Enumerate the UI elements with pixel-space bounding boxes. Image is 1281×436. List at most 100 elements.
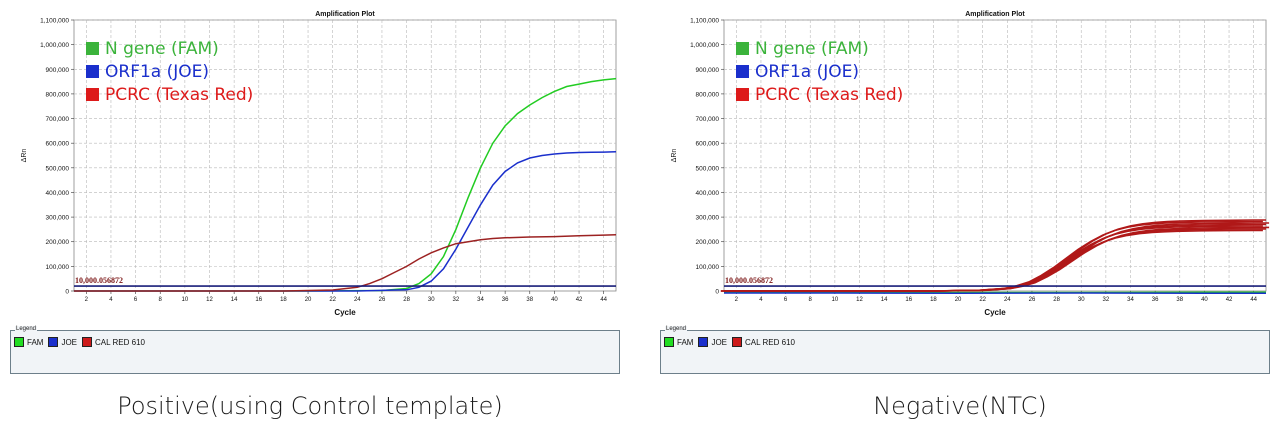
threshold-label: 10,000.056872: [75, 276, 123, 285]
legend-label-cal-red: CAL RED 610: [745, 337, 795, 347]
y-tick-label: 0: [65, 289, 69, 296]
annotation-label: PCRC (Texas Red): [105, 85, 253, 105]
x-tick-label: 12: [856, 297, 863, 303]
x-tick-label: 44: [1250, 297, 1257, 303]
y-tick-label: 800,000: [46, 91, 70, 98]
plot-area: [73, 19, 617, 292]
x-tick-label: 24: [354, 297, 361, 303]
joe-swatch-icon: [48, 337, 59, 347]
joe-swatch-icon: [698, 337, 709, 347]
x-tick-label: 34: [1127, 297, 1134, 303]
annotation-label: N gene (FAM): [755, 39, 869, 59]
y-tick-label: 1,000,000: [40, 42, 69, 49]
legend-item-fam[interactable]: FAM: [664, 337, 693, 347]
y-tick-label: 400,000: [696, 190, 720, 197]
annotation-label: ORF1a (JOE): [105, 62, 209, 82]
legend-box: Legend FAM JOE CAL RED 610: [660, 326, 1270, 374]
legend-label-joe: JOE: [61, 337, 78, 347]
x-tick-label: 10: [832, 297, 839, 303]
y-tick-label: 700,000: [696, 116, 720, 123]
fam-swatch-icon: [14, 337, 24, 347]
x-tick-label: 8: [159, 297, 163, 303]
x-tick-label: 44: [600, 297, 607, 303]
legend-item-fam[interactable]: FAM: [14, 337, 43, 347]
x-tick-label: 10: [182, 297, 189, 303]
legend-label-fam: FAM: [677, 337, 694, 347]
x-tick-label: 42: [576, 297, 583, 303]
x-tick-label: 18: [930, 297, 937, 303]
x-tick-label: 32: [453, 297, 460, 303]
x-tick-label: 18: [280, 297, 287, 303]
y-tick-label: 300,000: [46, 215, 70, 222]
annotation-label: PCRC (Texas Red): [755, 85, 903, 105]
x-tick-label: 28: [1053, 297, 1060, 303]
y-tick-label: 1,100,000: [40, 18, 69, 25]
annotation-label: N gene (FAM): [105, 39, 219, 59]
x-tick-label: 30: [428, 297, 435, 303]
x-tick-label: 24: [1004, 297, 1011, 303]
x-tick-label: 2: [735, 297, 739, 303]
x-tick-label: 28: [403, 297, 410, 303]
y-tick-label: 300,000: [696, 215, 720, 222]
x-axis-label: Cycle: [334, 308, 356, 317]
legend-box: Legend FAM JOE CAL RED 610: [10, 326, 620, 374]
annotation-swatch-icon: [736, 88, 749, 101]
series-line-cal-red-replicate: [724, 219, 1266, 292]
x-axis-label: Cycle: [984, 308, 1006, 317]
annotation-swatch-icon: [736, 42, 749, 55]
plot-area: [723, 19, 1267, 292]
y-tick-label: 600,000: [46, 141, 70, 148]
amplification-plot-positive: 0 100,000 200,000 300,000 400,000 500,000 600,…: [21, 11, 617, 317]
x-tick-label: 16: [255, 297, 262, 303]
y-tick-label: 800,000: [696, 91, 720, 98]
y-tick-label: 100,000: [696, 264, 720, 271]
y-tick-label: 500,000: [46, 165, 70, 172]
x-tick-label: 2: [85, 297, 89, 303]
fam-swatch-icon: [664, 337, 674, 347]
x-tick-label: 38: [1176, 297, 1183, 303]
legend-item-cal-red[interactable]: CAL RED 610: [732, 337, 795, 347]
y-tick-label: 100,000: [46, 264, 70, 271]
y-tick-label: 400,000: [46, 190, 70, 197]
x-tick-label: 20: [305, 297, 312, 303]
panel-caption-negative: Negative(NTC): [873, 392, 1047, 420]
x-tick-label: 14: [231, 297, 238, 303]
legend-item-joe[interactable]: JOE: [698, 337, 727, 347]
annotation-swatch-icon: [86, 88, 99, 101]
x-tick-label: 4: [109, 297, 113, 303]
legend-label-joe: JOE: [711, 337, 728, 347]
y-tick-label: 500,000: [696, 165, 720, 172]
x-tick-label: 22: [979, 297, 986, 303]
x-tick-label: 36: [502, 297, 509, 303]
x-tick-label: 20: [955, 297, 962, 303]
y-tick-label: 1,000,000: [690, 42, 719, 49]
y-tick-label: 200,000: [46, 239, 70, 246]
legend-item-joe[interactable]: JOE: [48, 337, 77, 347]
x-tick-label: 22: [329, 297, 336, 303]
x-tick-label: 32: [1103, 297, 1110, 303]
x-tick-label: 26: [379, 297, 386, 303]
y-tick-label: 700,000: [46, 116, 70, 123]
legend-label-fam: FAM: [27, 337, 44, 347]
x-tick-label: 40: [551, 297, 558, 303]
x-tick-label: 6: [134, 297, 138, 303]
y-tick-label: 200,000: [696, 239, 720, 246]
x-tick-label: 42: [1226, 297, 1233, 303]
legend-label-cal-red: CAL RED 610: [95, 337, 145, 347]
chart-title: Amplification Plot: [965, 11, 1025, 18]
y-tick-label: 900,000: [696, 67, 720, 74]
annotation-swatch-icon: [736, 65, 749, 78]
legend-item-cal-red[interactable]: CAL RED 610: [82, 337, 145, 347]
x-tick-label: 34: [477, 297, 484, 303]
y-tick-label: 600,000: [696, 141, 720, 148]
legend-items: FAM JOE CAL RED 610: [14, 337, 150, 347]
x-tick-label: 12: [206, 297, 213, 303]
annotation-swatch-icon: [86, 65, 99, 78]
x-tick-label: 14: [881, 297, 888, 303]
threshold-label: 10,000.056872: [725, 276, 773, 285]
y-tick-label: 900,000: [46, 67, 70, 74]
x-tick-label: 38: [526, 297, 533, 303]
x-tick-label: 36: [1152, 297, 1159, 303]
chart-title: Amplification Plot: [315, 11, 375, 18]
x-tick-label: 30: [1078, 297, 1085, 303]
